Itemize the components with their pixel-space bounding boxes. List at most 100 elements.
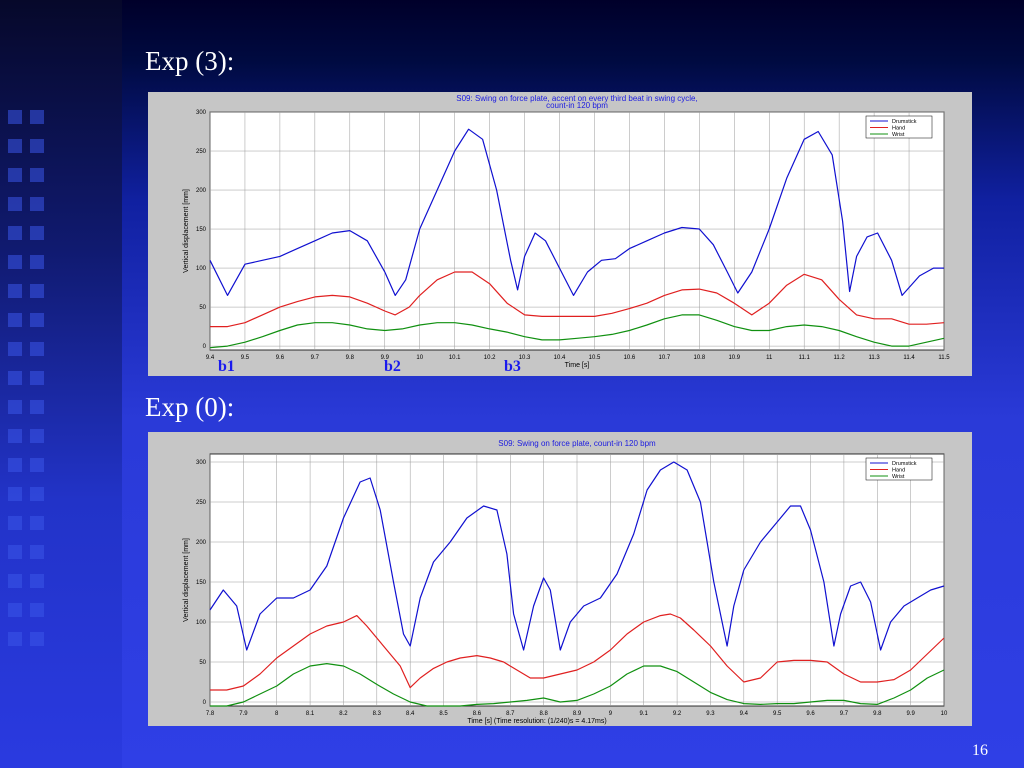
chart1-x-tick-label: 9.1 xyxy=(640,711,649,717)
chart0-subtitle: count-in 120 bpm xyxy=(546,101,608,110)
chart1-x-tick-label: 9.3 xyxy=(706,711,715,717)
chart0-x-tick-label: 10.2 xyxy=(484,355,496,361)
chart0-x-tick-label: 10.6 xyxy=(624,355,636,361)
chart1-y-tick-label: 150 xyxy=(196,580,207,586)
chart0-x-tick-label: 9.8 xyxy=(346,355,355,361)
chart0-plot-area xyxy=(209,111,945,351)
decorative-square xyxy=(8,197,22,211)
chart0-legend-label: Hand xyxy=(892,126,905,132)
decorative-square xyxy=(8,632,22,646)
chart0-x-tick-label: 11.1 xyxy=(799,355,811,361)
chart0-series-hand xyxy=(210,271,945,328)
decorative-square xyxy=(8,371,22,385)
chart0-x-tick-label: 9.7 xyxy=(311,355,320,361)
chart0-y-tick-label: 100 xyxy=(196,266,207,272)
decorative-square xyxy=(30,632,44,646)
decorative-square xyxy=(30,603,44,617)
chart1-legend-label: Drumstick xyxy=(892,461,917,467)
decorative-square xyxy=(8,458,22,472)
chart1-y-tick-label: 0 xyxy=(203,700,207,706)
chart0-x-tick-label: 10.5 xyxy=(589,355,601,361)
chart0-x-tick-label: 10.7 xyxy=(659,355,671,361)
chart0-x-tick-label: 10.3 xyxy=(519,355,531,361)
chart1-x-tick-label: 7.8 xyxy=(206,711,215,717)
chart0-series-wrist xyxy=(209,314,945,349)
decorative-square xyxy=(8,110,22,124)
chart0-y-tick-label: 250 xyxy=(196,149,207,155)
decorative-square xyxy=(8,516,22,530)
chart1-x-tick-label: 9.7 xyxy=(840,711,849,717)
decorative-square xyxy=(30,197,44,211)
chart1-x-tick-label: 9.4 xyxy=(740,711,749,717)
decorative-square xyxy=(30,429,44,443)
chart1-series-drumstick xyxy=(209,461,945,651)
chart1-x-tick-label: 9.8 xyxy=(873,711,882,717)
exp3-title: Exp (3): xyxy=(145,46,235,76)
chart0-x-tick-label: 10.1 xyxy=(449,355,461,361)
decorative-square xyxy=(30,313,44,327)
chart1-x-tick-label: 9.6 xyxy=(806,711,815,717)
chart0-x-tick-label: 11.3 xyxy=(868,355,880,361)
chart0-x-tick-label: 10.4 xyxy=(554,355,566,361)
chart1-x-tick-label: 8.9 xyxy=(573,711,582,717)
chart1-y-axis-label: Vertical displacement [mm] xyxy=(183,538,190,622)
decorative-square xyxy=(30,516,44,530)
decorative-square xyxy=(30,371,44,385)
chart1-x-tick-label: 9.5 xyxy=(773,711,782,717)
decorative-squares xyxy=(0,110,122,670)
chart0-legend-label: Drumstick xyxy=(892,119,917,125)
chart0-x-axis-label: Time [s] xyxy=(565,362,590,369)
chart1-x-tick-label: 8 xyxy=(275,711,279,717)
decorative-square xyxy=(30,487,44,501)
chart1-y-tick-label: 200 xyxy=(196,540,207,546)
decorative-square xyxy=(8,284,22,298)
decorative-square xyxy=(8,226,22,240)
chart0-legend-label: Wrist xyxy=(892,132,905,138)
chart0-title: S09: Swing on force plate, accent on eve… xyxy=(456,94,697,103)
decorative-square xyxy=(8,255,22,269)
chart1-y-tick-label: 50 xyxy=(199,660,206,666)
chart0-series-drumstick xyxy=(209,128,944,296)
decorative-square xyxy=(30,574,44,588)
decorative-square xyxy=(8,400,22,414)
chart1-y-tick-label: 100 xyxy=(196,620,207,626)
beat-label-b3: b3 xyxy=(504,358,521,375)
chart-exp3: 9.4 9.5 9.6 9.7 9.8 9.9 10 10.1 10.2 10.3 10.4 10.5… xyxy=(183,94,950,369)
decorative-square xyxy=(8,342,22,356)
decorative-square xyxy=(8,429,22,443)
decorative-square xyxy=(8,168,22,182)
chart1-x-tick-label: 8.6 xyxy=(473,711,482,717)
decorative-square xyxy=(8,487,22,501)
chart1-x-tick-label: 9 xyxy=(609,711,613,717)
chart1-y-tick-label: 300 xyxy=(196,460,207,466)
decorative-square xyxy=(30,168,44,182)
chart1-y-tick-label: 250 xyxy=(196,500,207,506)
decorative-square xyxy=(8,139,22,153)
beat-label-b1: b1 xyxy=(218,358,235,375)
decorative-square xyxy=(8,603,22,617)
chart0-x-tick-label: 11.4 xyxy=(903,355,915,361)
decorative-square xyxy=(30,545,44,559)
chart0-x-tick-label: 10.9 xyxy=(728,355,740,361)
chart1-series-hand xyxy=(210,613,945,691)
decorative-square xyxy=(8,545,22,559)
decorative-square xyxy=(30,255,44,269)
chart1-x-tick-label: 8.4 xyxy=(406,711,415,717)
decorative-square xyxy=(8,313,22,327)
chart-panel-exp3: 9.4 9.5 9.6 9.7 9.8 9.9 10 10.1 10.2 10.3 10.4 10.5… xyxy=(148,92,972,376)
chart0-x-tick-label: 11 xyxy=(766,355,773,361)
decorative-square xyxy=(8,574,22,588)
chart0-y-tick-label: 150 xyxy=(196,227,207,233)
chart1-x-tick-label: 8.1 xyxy=(306,711,315,717)
chart1-x-tick-label: 8.2 xyxy=(339,711,348,717)
chart1-x-tick-label: 8.8 xyxy=(539,711,548,717)
chart0-y-tick-label: 300 xyxy=(196,110,207,116)
chart0-x-tick-label: 11.2 xyxy=(834,355,846,361)
chart1-x-tick-label: 10 xyxy=(941,711,948,717)
chart0-x-tick-label: 9.6 xyxy=(276,355,285,361)
chart-panel-exp0: 7.8 7.9 8 8.1 8.2 8.3 8.4 8.5 8.6 8.7 8.8 8.9 9 9.1 9.… xyxy=(148,432,972,726)
chart1-x-tick-label: 9.9 xyxy=(906,711,915,717)
decorative-square xyxy=(30,139,44,153)
chart1-x-tick-label: 8.3 xyxy=(373,711,382,717)
chart1-x-tick-label: 9.2 xyxy=(673,711,682,717)
